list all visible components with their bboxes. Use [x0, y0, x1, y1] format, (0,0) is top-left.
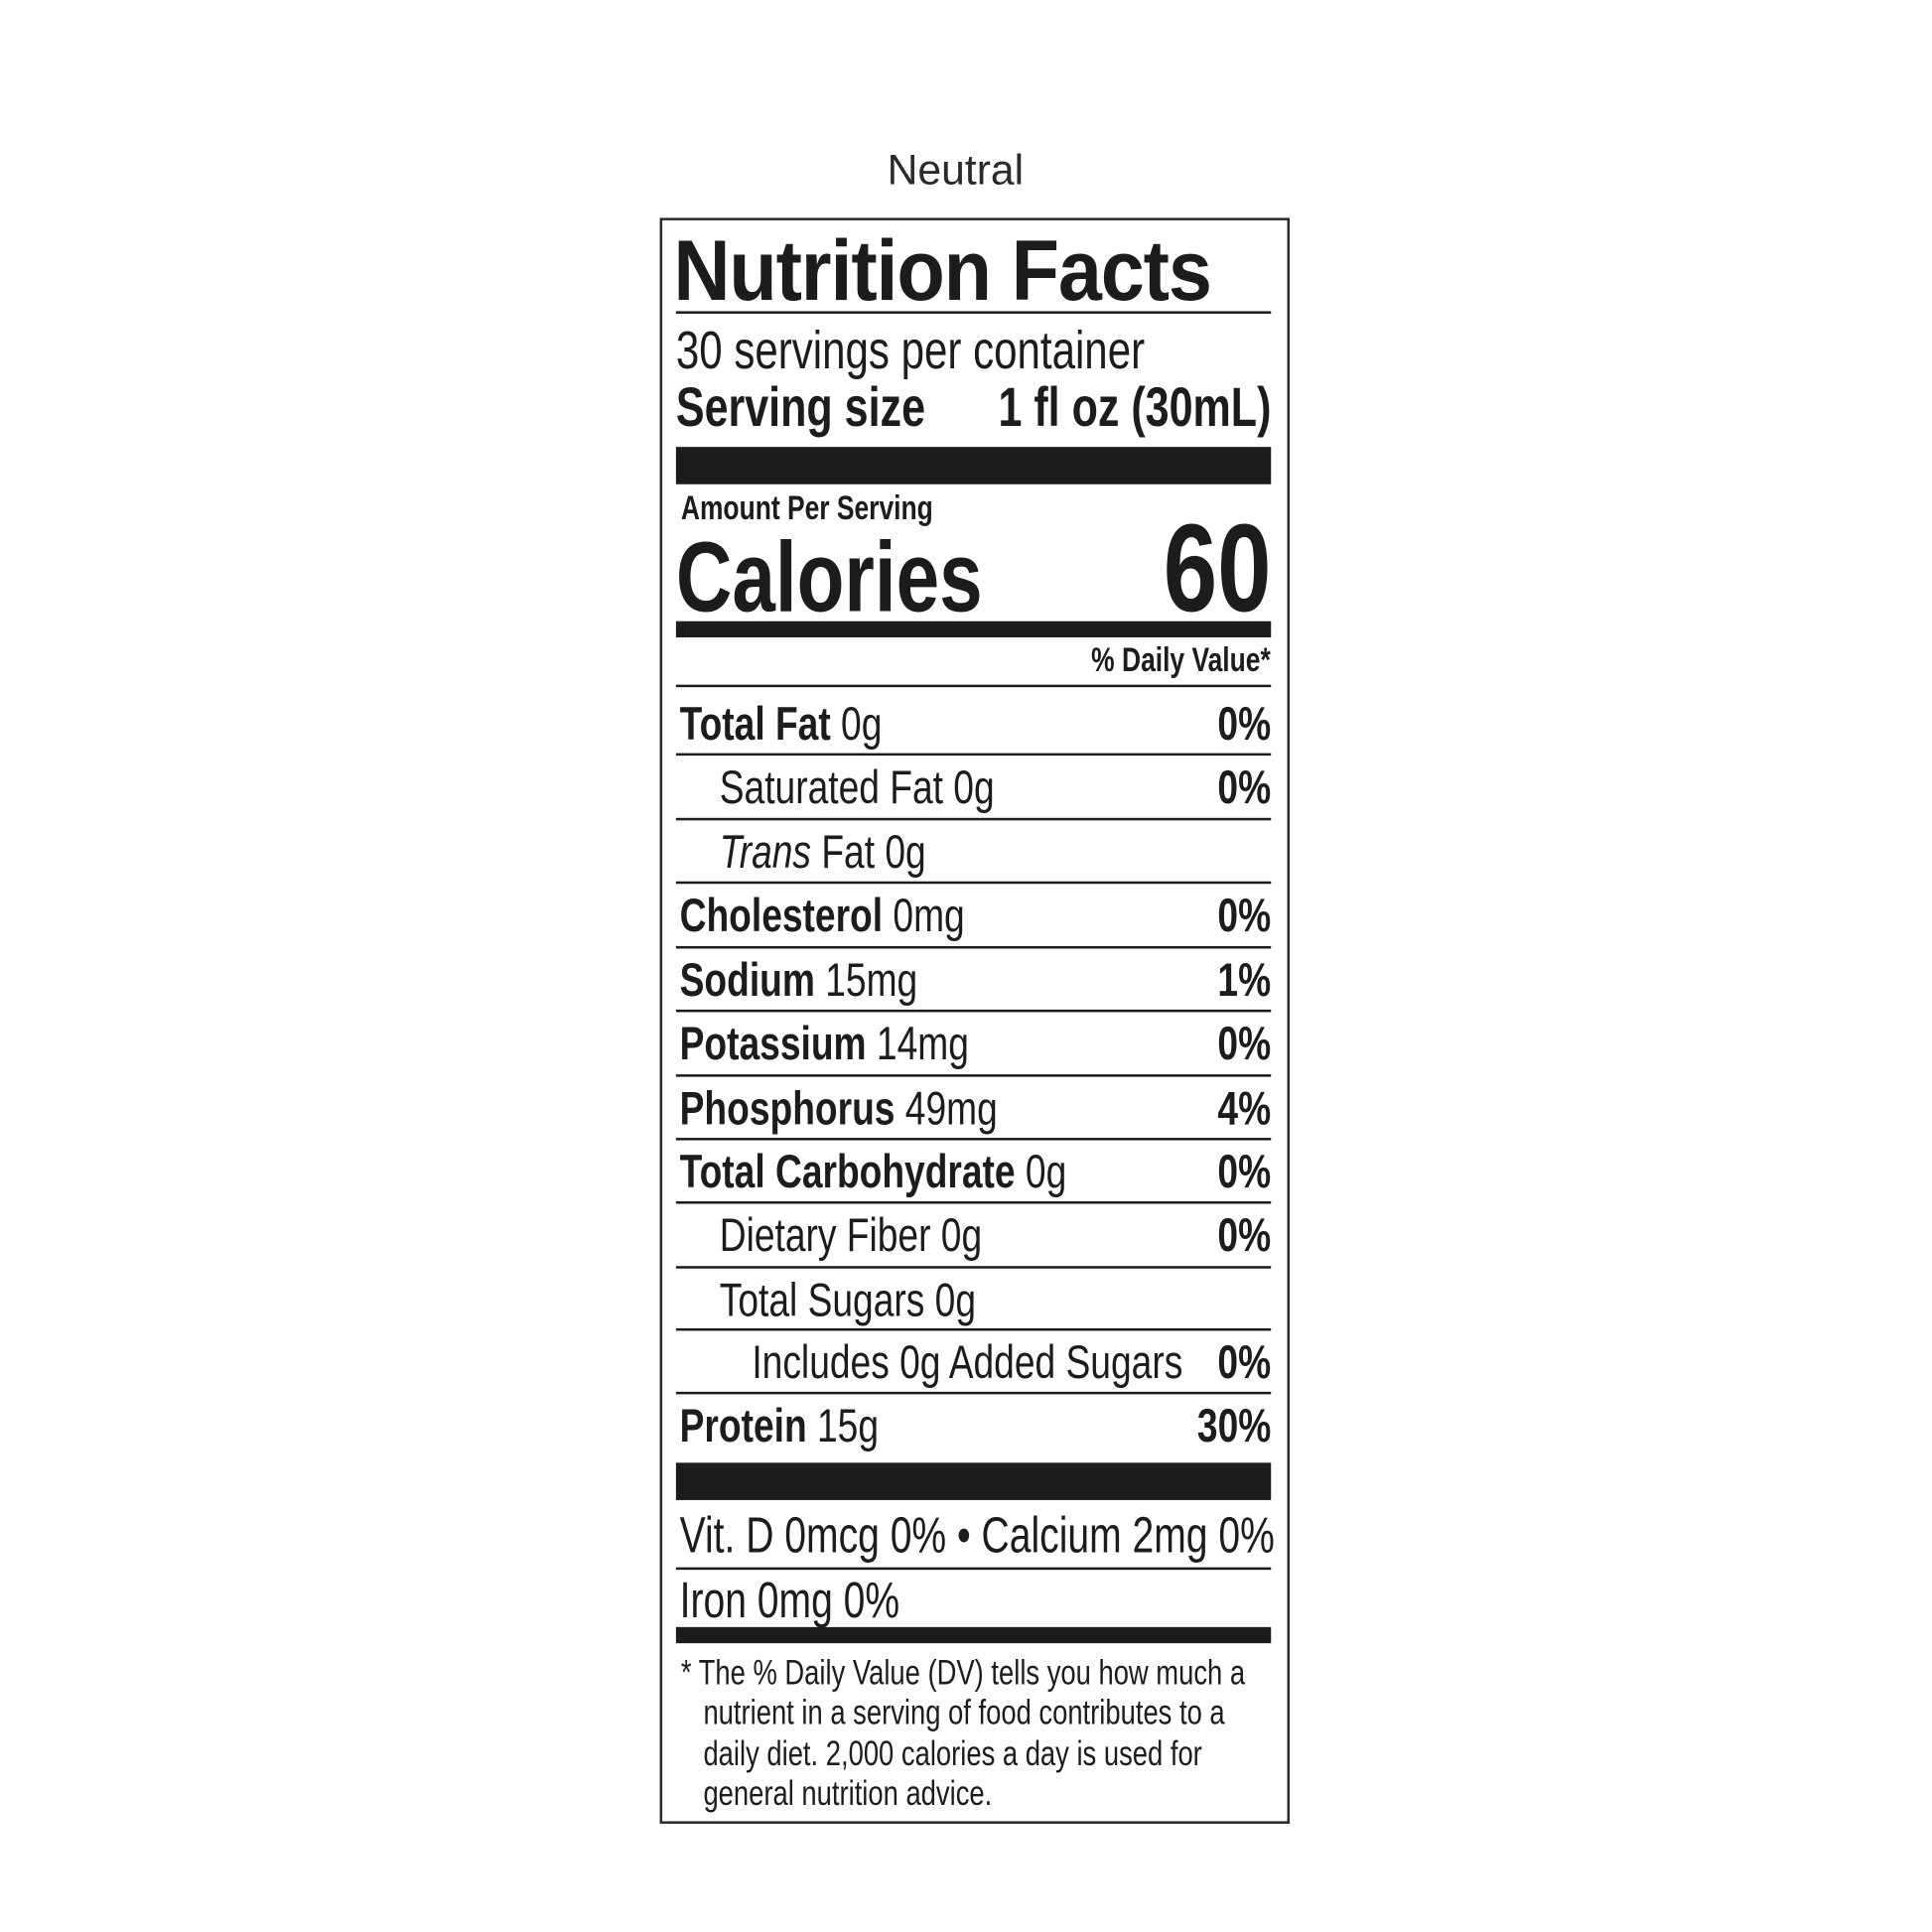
nutrient-amount: 0g: [1025, 1146, 1067, 1199]
nutrient-row: Sodium 15mg 1%: [676, 947, 1272, 1011]
nutrient-daily-value: 0%: [1217, 1209, 1272, 1263]
nutrient-label: Sodium 15mg: [680, 955, 985, 1009]
divider: [675, 817, 1272, 821]
nutrient-row: Total Sugars 0g: [676, 1267, 1271, 1330]
flavor-title: Neutral: [887, 146, 1025, 195]
nutrient-label: Total Carbohydrate 0g: [680, 1147, 1176, 1200]
footnote-line: general nutrition advice.: [703, 1773, 993, 1813]
medium-bar: [675, 621, 1272, 637]
footnote-line: * The % Daily Value (DV) tells you how m…: [680, 1653, 1246, 1693]
nutrient-daily-value: 1%: [1217, 954, 1272, 1008]
serving-size-value: 1 fl oz (30mL): [998, 376, 1272, 439]
footnote-line: daily diet. 2,000 calories a day is used…: [703, 1733, 1202, 1773]
nutrient-daily-value: 0%: [1217, 1336, 1272, 1390]
divider: [675, 1138, 1272, 1141]
nutrient-name-italic: Trans: [719, 826, 812, 880]
nutrient-amount: 0mg: [893, 890, 965, 943]
divider: [675, 1266, 1272, 1269]
nutrient-daily-value: 0%: [1217, 698, 1272, 752]
nutrient-label: Cholesterol 0mg: [680, 891, 1045, 944]
nutrient-row: Saturated Fat 0g 0%: [676, 755, 1271, 818]
nutrient-amount: 0g: [940, 1209, 983, 1263]
nutrient-row: Includes 0g Added Sugars 0%: [676, 1329, 1271, 1393]
nutrient-label: Potassium 14mg: [680, 1019, 1050, 1072]
nutrient-name: Dietary Fiber: [719, 1209, 931, 1263]
divider: [675, 684, 1272, 688]
nutrient-name: Sodium: [679, 954, 815, 1008]
nutrient-name: Saturated Fat: [719, 761, 943, 815]
micronutrients-line-2: Iron 0mg 0%: [679, 1571, 900, 1629]
calories-label: Calories: [675, 521, 983, 632]
nutrition-facts-panel: [659, 217, 1291, 1824]
nutrient-daily-value: 30%: [1196, 1400, 1272, 1453]
nutrient-row: Trans Fat 0g: [676, 819, 1271, 883]
nutrient-name: Potassium: [679, 1018, 867, 1071]
nutrient-name: Phosphorus: [679, 1082, 896, 1136]
serving-size-label: Serving size: [675, 376, 926, 439]
thick-bar: [675, 447, 1272, 484]
divider: [675, 1009, 1272, 1013]
nutrient-amount: 0g: [885, 826, 926, 880]
nutrient-label: Protein 15g: [680, 1401, 935, 1454]
nutrient-amount: 0g: [841, 698, 883, 752]
nutrient-row: Dietary Fiber 0g 0%: [676, 1202, 1271, 1266]
micronutrients-line-1: Vit. D 0mcg 0% • Calcium 2mg 0%: [679, 1506, 1275, 1564]
nutrient-amount: 14mg: [876, 1018, 969, 1071]
divider: [675, 1201, 1272, 1204]
nutrient-label: Total Sugars 0g: [720, 1275, 1048, 1328]
nutrient-daily-value: 4%: [1217, 1082, 1272, 1136]
nutrient-name: Fat: [821, 826, 876, 880]
nutrient-name: Cholesterol: [679, 890, 884, 943]
medium-bar: [675, 1626, 1272, 1644]
nutrient-daily-value: 0%: [1217, 890, 1272, 943]
calories-value: 60: [1163, 498, 1272, 639]
nutrient-row: Total Fat 0g 0%: [676, 691, 1272, 755]
divider: [675, 1391, 1272, 1395]
footnote-line: nutrient in a serving of food contribute…: [703, 1693, 1225, 1732]
nutrient-amount: 49mg: [904, 1082, 998, 1136]
thick-bar: [675, 1462, 1272, 1500]
divider: [675, 1327, 1272, 1331]
divider: [675, 311, 1272, 314]
divider: [675, 881, 1272, 885]
divider: [675, 753, 1272, 757]
nutrient-label: Trans Fat 0g: [720, 827, 985, 881]
divider: [675, 1567, 1272, 1571]
nutrient-label: Dietary Fiber 0g: [720, 1210, 1056, 1264]
panel-title: Nutrition Facts: [673, 222, 1212, 319]
daily-value-header: % Daily Value*: [1091, 640, 1272, 679]
servings-per-container: 30 servings per container: [675, 321, 1146, 381]
nutrient-amount: 0g: [953, 761, 995, 815]
nutrient-name: Total Fat: [679, 698, 831, 752]
nutrient-daily-value: 0%: [1217, 1146, 1272, 1199]
nutrient-row: Cholesterol 0mg 0%: [676, 883, 1272, 946]
nutrient-row: Potassium 14mg 0%: [676, 1011, 1272, 1074]
nutrient-label: Includes 0g Added Sugars: [752, 1337, 1304, 1391]
nutrient-label: Total Fat 0g: [680, 698, 939, 752]
nutrient-amount: 15mg: [825, 954, 918, 1008]
nutrient-row: Phosphorus 49mg 4%: [676, 1075, 1272, 1139]
nutrient-name: Includes 0g Added Sugars: [752, 1336, 1183, 1390]
nutrient-name: Total Sugars: [719, 1274, 925, 1327]
amount-per-serving: Amount Per Serving: [680, 488, 933, 527]
nutrient-row: Protein 15g 30%: [676, 1393, 1272, 1456]
nutrient-label: Phosphorus 49mg: [680, 1083, 1087, 1137]
nutrient-row: Total Carbohydrate 0g 0%: [676, 1139, 1272, 1202]
nutrient-name: Total Carbohydrate: [679, 1146, 1016, 1199]
nutrient-name: Protein: [679, 1400, 807, 1453]
nutrient-daily-value: 0%: [1217, 761, 1272, 815]
divider: [675, 1074, 1272, 1077]
divider: [675, 945, 1272, 949]
nutrient-amount: 15g: [816, 1400, 880, 1453]
nutrient-amount: 0g: [934, 1274, 977, 1327]
nutrient-label: Saturated Fat 0g: [720, 761, 1072, 815]
nutrient-daily-value: 0%: [1217, 1018, 1272, 1071]
